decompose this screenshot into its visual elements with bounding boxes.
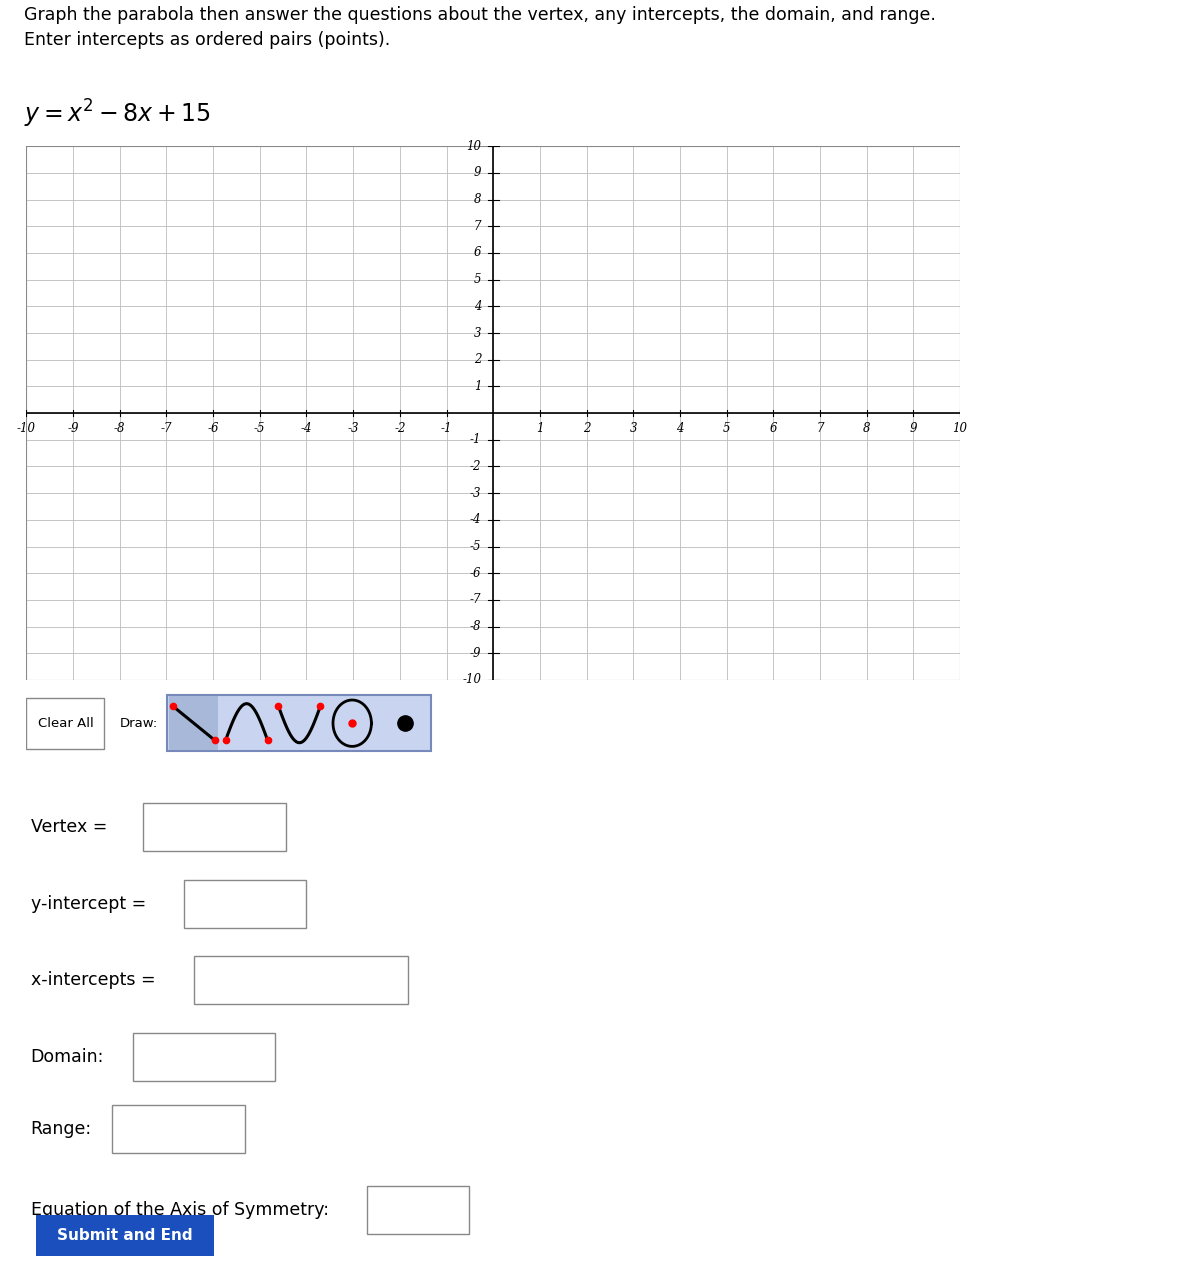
FancyBboxPatch shape bbox=[132, 1033, 276, 1082]
Text: 10: 10 bbox=[467, 140, 481, 153]
Text: -10: -10 bbox=[17, 422, 36, 436]
Text: 8: 8 bbox=[474, 193, 481, 206]
FancyBboxPatch shape bbox=[113, 1104, 245, 1153]
FancyBboxPatch shape bbox=[168, 695, 432, 751]
FancyBboxPatch shape bbox=[22, 1211, 228, 1260]
Text: 5: 5 bbox=[474, 273, 481, 286]
Text: 7: 7 bbox=[474, 220, 481, 233]
Text: 3: 3 bbox=[474, 327, 481, 339]
Text: -8: -8 bbox=[470, 620, 481, 633]
Text: -2: -2 bbox=[394, 422, 406, 436]
Text: Submit and End: Submit and End bbox=[56, 1228, 193, 1243]
Text: 10: 10 bbox=[953, 422, 967, 436]
Text: 2: 2 bbox=[474, 353, 481, 366]
Text: $y = x^2 - 8x + 15$: $y = x^2 - 8x + 15$ bbox=[24, 98, 211, 131]
Text: 4: 4 bbox=[676, 422, 684, 436]
Text: -6: -6 bbox=[208, 422, 218, 436]
Text: -9: -9 bbox=[470, 647, 481, 660]
Text: Draw:: Draw: bbox=[120, 717, 157, 730]
Text: Equation of the Axis of Symmetry:: Equation of the Axis of Symmetry: bbox=[31, 1201, 329, 1219]
Text: -3: -3 bbox=[348, 422, 359, 436]
Text: Graph the parabola then answer the questions about the vertex, any intercepts, t: Graph the parabola then answer the quest… bbox=[24, 6, 936, 50]
Text: 3: 3 bbox=[630, 422, 637, 436]
Text: -9: -9 bbox=[67, 422, 79, 436]
Text: y-intercept =: y-intercept = bbox=[31, 895, 146, 913]
FancyBboxPatch shape bbox=[184, 880, 306, 928]
Text: 4: 4 bbox=[474, 300, 481, 313]
Text: x-intercepts =: x-intercepts = bbox=[31, 971, 155, 989]
FancyBboxPatch shape bbox=[143, 803, 286, 852]
Text: -4: -4 bbox=[470, 513, 481, 526]
FancyBboxPatch shape bbox=[194, 956, 408, 1004]
Text: -4: -4 bbox=[301, 422, 312, 436]
Text: -5: -5 bbox=[470, 540, 481, 553]
Text: 2: 2 bbox=[583, 422, 590, 436]
Text: -8: -8 bbox=[114, 422, 126, 436]
FancyBboxPatch shape bbox=[26, 698, 104, 749]
Text: Vertex =: Vertex = bbox=[31, 819, 107, 836]
Text: Domain:: Domain: bbox=[31, 1049, 104, 1066]
Text: -6: -6 bbox=[470, 567, 481, 580]
FancyBboxPatch shape bbox=[169, 697, 218, 750]
Text: Clear All: Clear All bbox=[37, 717, 94, 730]
Text: 8: 8 bbox=[863, 422, 870, 436]
Text: -1: -1 bbox=[470, 433, 481, 446]
Text: -2: -2 bbox=[470, 460, 481, 473]
Text: -5: -5 bbox=[254, 422, 265, 436]
Text: -10: -10 bbox=[462, 674, 481, 686]
FancyBboxPatch shape bbox=[367, 1186, 469, 1234]
Text: 9: 9 bbox=[474, 167, 481, 179]
Text: -3: -3 bbox=[470, 487, 481, 500]
Text: Range:: Range: bbox=[31, 1120, 91, 1138]
Text: -1: -1 bbox=[440, 422, 452, 436]
Text: 6: 6 bbox=[474, 247, 481, 259]
Text: 9: 9 bbox=[910, 422, 917, 436]
Text: 1: 1 bbox=[474, 380, 481, 393]
Text: 7: 7 bbox=[816, 422, 823, 436]
Text: 1: 1 bbox=[536, 422, 544, 436]
Text: 6: 6 bbox=[769, 422, 778, 436]
Text: -7: -7 bbox=[161, 422, 172, 436]
Text: -7: -7 bbox=[470, 594, 481, 606]
Text: 5: 5 bbox=[722, 422, 731, 436]
